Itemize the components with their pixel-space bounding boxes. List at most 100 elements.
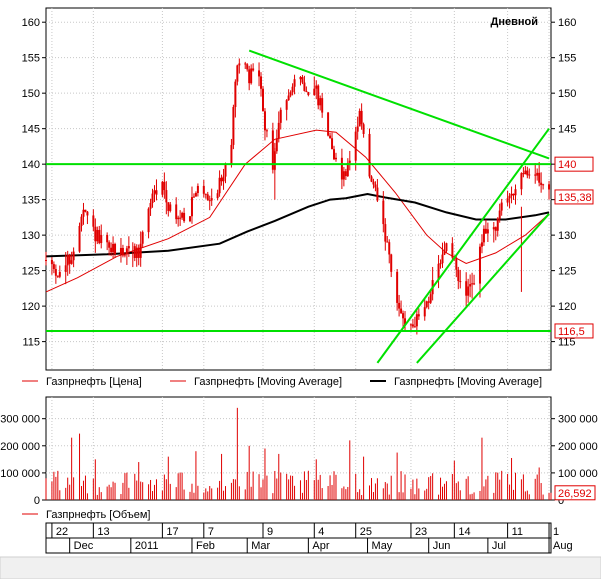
price-plot-frame (45, 7, 552, 371)
price-candle-body (175, 204, 178, 220)
price-candle-body (260, 76, 263, 89)
price-candle-body (429, 294, 432, 303)
trend-lines-layer (46, 49, 551, 364)
price-candle-body (110, 247, 113, 253)
price-candle-body (167, 202, 170, 211)
price-candle-body (248, 69, 251, 84)
price-candle-body (455, 257, 458, 270)
price-candle-body (261, 88, 264, 112)
price-tick-label-left: 125 (22, 266, 40, 278)
price-candle-body (540, 182, 543, 185)
price-candle-body (279, 109, 282, 123)
price-candle-body (494, 227, 497, 231)
price-marker-label: 116,5 (558, 326, 585, 338)
price-candle-body (208, 200, 211, 202)
price-candle-body (232, 107, 235, 145)
price-candle-body (153, 190, 156, 194)
price-candle-body (58, 271, 61, 277)
price-candle-body (86, 211, 89, 216)
price-marker-box (554, 189, 594, 205)
price-candle-body (317, 85, 320, 106)
price-candle-body (451, 243, 454, 258)
price-candle-body (388, 242, 391, 255)
time-axis-months: Dec 2011 Feb Mar Apr May Jun Jul Aug (69, 538, 573, 553)
price-candle-body (202, 185, 205, 194)
price-candle-body (478, 246, 481, 284)
time-month-label: Feb (196, 540, 215, 552)
price-candle-body (303, 82, 306, 91)
price-candle-body (236, 65, 239, 82)
trend-line (248, 49, 550, 160)
price-candle-body (411, 324, 414, 327)
moving-average-short-line (45, 129, 550, 293)
price-candle-body (400, 308, 403, 314)
price-candle-body (275, 138, 278, 152)
price-candle-body (80, 216, 83, 226)
price-candle-body (194, 193, 197, 197)
price-candle-body (149, 203, 152, 209)
price-candle-body (64, 265, 67, 272)
time-day-label: 11 (512, 526, 523, 538)
price-candle-body (327, 112, 330, 136)
price-panel: 115 120 125 130 135 140 145 150 155 160 115 120 125… (22, 7, 594, 371)
time-axis: 22 13 17 7 9 4 25 23 14 11 1 Dec 2011 Feb Mar Apr May Ju… (45, 522, 573, 554)
time-month-label: 2011 (135, 540, 159, 552)
price-candle-body (484, 228, 487, 234)
price-candle-body (96, 229, 99, 242)
time-month-label: Mar (251, 540, 270, 552)
price-candle-body (404, 318, 407, 325)
price-candle-body (425, 301, 428, 308)
trend-line (376, 128, 550, 364)
price-candle-body (108, 242, 111, 248)
time-month-label: Apr (312, 540, 329, 552)
price-candle-body (244, 63, 247, 65)
price-tick-label-left: 160 (22, 17, 40, 29)
price-candle-body (196, 185, 199, 194)
scrollbar-track[interactable] (0, 556, 601, 579)
price-candle-body (439, 263, 442, 265)
price-marker: 135,38 (554, 189, 594, 205)
horizontal-scrollbar[interactable] (0, 556, 601, 579)
price-candle-body (246, 64, 249, 70)
price-tick-label-right: 130 (558, 230, 576, 242)
time-month-label: Dec (74, 540, 94, 552)
price-candle-body (498, 210, 501, 219)
price-candle-body (536, 172, 539, 176)
price-candle-body (331, 138, 334, 150)
price-candle-body (542, 184, 545, 186)
time-month-label: Jun (433, 540, 451, 552)
price-candle-body (190, 197, 193, 217)
price-candle-body (287, 95, 290, 101)
price-candle-body (218, 177, 221, 194)
price-legend: Газпрнефть [Цена] Газпрнефть [Moving Aver… (22, 376, 542, 388)
price-candle-body (528, 174, 531, 176)
volume-y-axis-right: 0 100 000 200 000 300 000 (551, 414, 598, 507)
price-candle-body (133, 246, 136, 258)
price-candle-body (291, 86, 294, 93)
price-candle-body (206, 194, 209, 201)
price-candle-body (52, 264, 55, 270)
price-candle-body (192, 196, 195, 198)
price-candle-body (415, 314, 418, 327)
price-candle-body (119, 247, 122, 255)
price-candle-body (285, 100, 288, 110)
volume-marker: 26,592 (554, 485, 596, 501)
price-candle-body (486, 229, 489, 234)
price-candle-body (368, 133, 371, 177)
price-marker-label: 135,38 (558, 192, 592, 204)
price-candle-body (467, 286, 470, 296)
time-day-label: 17 (166, 526, 178, 538)
price-candle-body (234, 81, 237, 108)
price-tick-label-left: 115 (22, 337, 40, 349)
price-candle-body (492, 227, 495, 230)
moving-average-long-layer (45, 192, 550, 258)
price-candle-body (372, 181, 375, 185)
price-candle-body (204, 193, 207, 195)
price-candle-body (396, 271, 399, 303)
price-tick-label-right: 115 (558, 337, 576, 349)
price-candle-body (165, 190, 168, 203)
price-candle-body (386, 241, 389, 243)
price-candle-body (390, 254, 393, 272)
price-candle-body (66, 255, 69, 266)
price-candle-body (457, 269, 460, 282)
